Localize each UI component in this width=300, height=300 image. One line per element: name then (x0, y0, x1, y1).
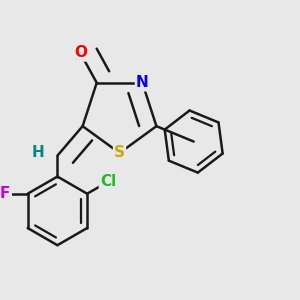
Text: Cl: Cl (100, 174, 116, 189)
Text: O: O (74, 45, 87, 60)
Text: N: N (136, 75, 149, 90)
Text: F: F (0, 186, 11, 201)
Text: S: S (114, 146, 125, 160)
Text: H: H (32, 145, 44, 160)
